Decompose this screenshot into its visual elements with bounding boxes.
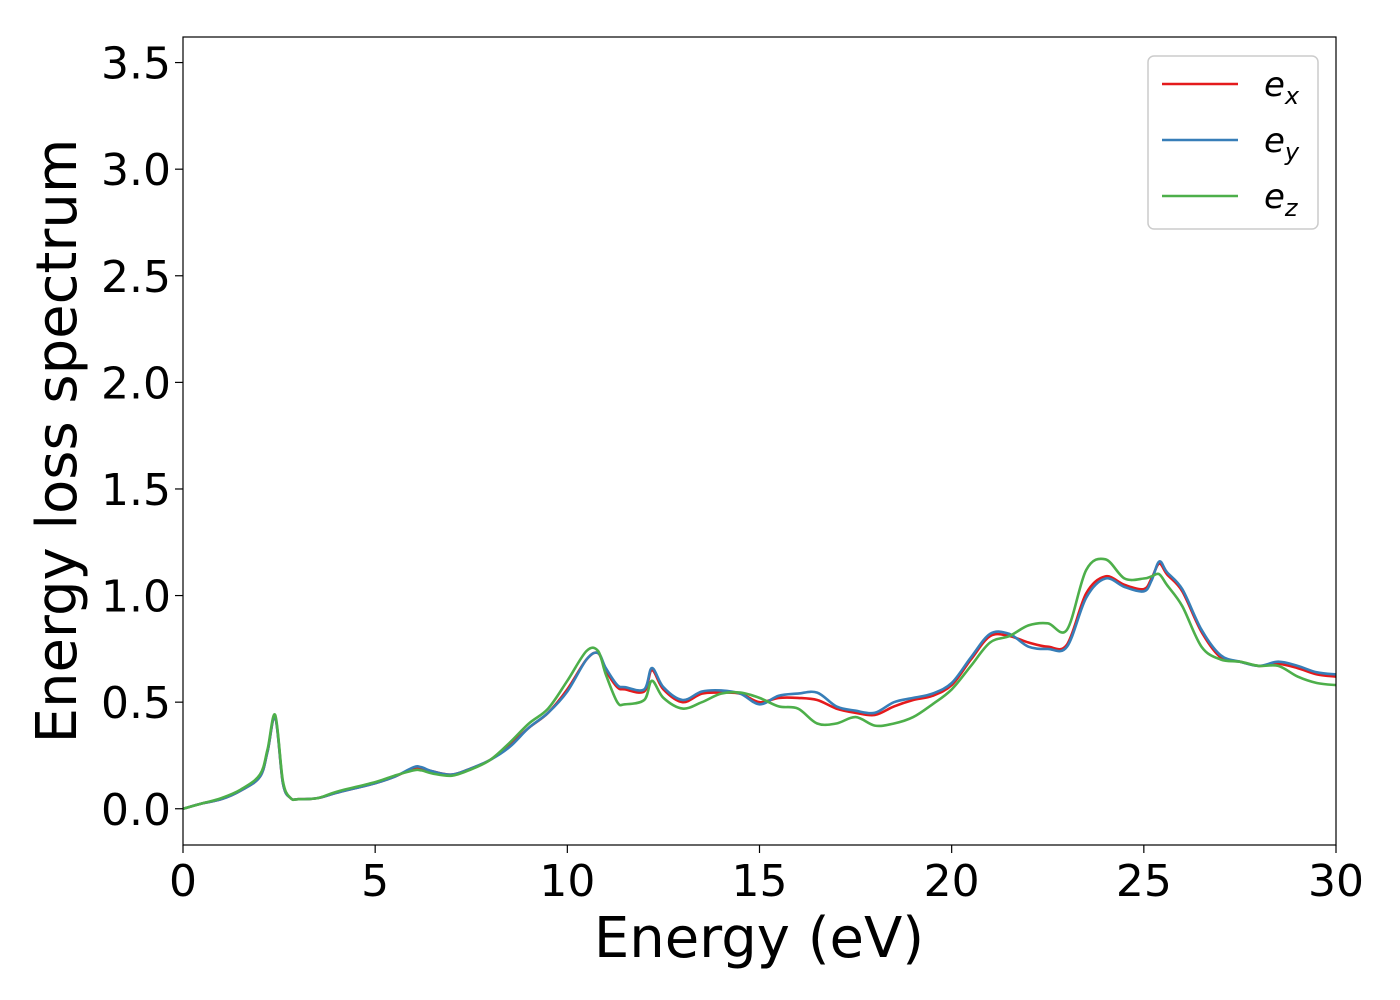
legend-label-y: ey [1264, 121, 1300, 166]
x-tick-label: 5 [361, 856, 389, 907]
legend: ex ey ez [1147, 55, 1319, 230]
y-tick-label: 3.5 [101, 39, 171, 90]
y-tick-label: 0.0 [101, 785, 171, 836]
series-layer [182, 557, 1337, 811]
x-tick-label: 0 [169, 856, 197, 907]
x-tick-label: 15 [732, 856, 788, 907]
y-axis-label: Energy loss spectrum [25, 139, 90, 744]
y-tick-label: 3.0 [101, 145, 171, 196]
y-tick-label: 2.0 [101, 358, 171, 409]
legend-label-x: ex [1264, 65, 1300, 110]
x-axis-ticks: 0 5 10 15 20 25 30 [169, 845, 1364, 907]
legend-box [1147, 55, 1319, 230]
x-axis-label: Energy (eV) [594, 906, 924, 971]
x-tick-label: 25 [1116, 856, 1172, 907]
legend-label-z: ez [1264, 177, 1299, 222]
y-tick-label: 1.0 [101, 572, 171, 623]
y-tick-label: 1.5 [101, 465, 171, 516]
legend-entries: ex ey ez [1162, 65, 1300, 222]
y-tick-label: 2.5 [101, 252, 171, 303]
x-tick-label: 10 [539, 856, 595, 907]
series-line-z [182, 557, 1337, 811]
y-tick-label: 0.5 [101, 678, 171, 729]
x-tick-label: 30 [1308, 856, 1364, 907]
x-tick-label: 20 [924, 856, 980, 907]
y-axis-ticks: 0.0 0.5 1.0 1.5 2.0 2.5 3.0 3.5 [101, 39, 183, 836]
